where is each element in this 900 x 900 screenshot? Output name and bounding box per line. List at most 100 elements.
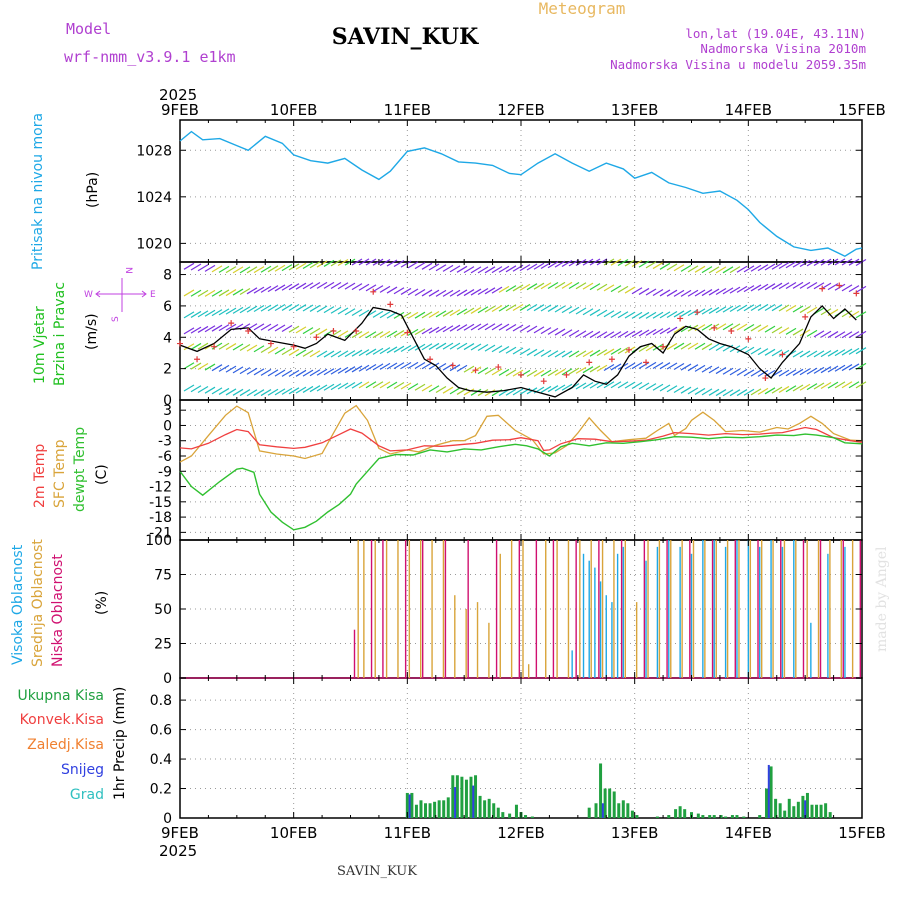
wind-barb (652, 383, 664, 391)
axes: 9FEB 9FEB 10FEB 10FEB 11FEB 11FEB 12FEB 12FEB 13… (136, 101, 885, 842)
wind-barb (302, 304, 314, 312)
gust-marker (660, 343, 667, 350)
wind-barb (715, 367, 727, 375)
wind-barb (764, 283, 776, 291)
wind-barb (253, 266, 265, 274)
wind-barb (204, 325, 216, 333)
wind-barb (351, 308, 363, 316)
wind-barb (421, 384, 433, 392)
compass-n: N (123, 267, 133, 274)
wind-barb (484, 389, 496, 397)
wind-barb (729, 389, 741, 397)
wind-barb (519, 283, 531, 291)
wind-barb (806, 329, 818, 337)
precip-bar (708, 815, 712, 818)
wind-barb (645, 261, 657, 269)
gust-marker (194, 356, 201, 363)
wind-barb (365, 331, 377, 339)
wind-barb (827, 283, 839, 291)
wind-barb (736, 304, 748, 312)
wind-barb (260, 368, 272, 376)
wind-barb (379, 311, 391, 319)
wind-barb (225, 365, 237, 373)
wind-barb (218, 308, 230, 316)
wind-barb (239, 389, 251, 397)
wind-barb (743, 323, 755, 331)
gust-marker (472, 367, 479, 374)
wind-barb (617, 381, 629, 389)
x-tick-label-top: 13FEB (611, 101, 658, 119)
wind-barb (323, 281, 335, 289)
wind-barb (855, 285, 867, 293)
wind-barb (302, 327, 314, 335)
x-tick-label-bottom: 9FEB (161, 824, 199, 842)
wind-barb (309, 282, 321, 290)
x-tick-label-bottom: 13FEB (611, 824, 658, 842)
precip-bar (524, 815, 528, 818)
wind-barb (540, 369, 552, 377)
wind-barb (288, 283, 300, 291)
wind-barb (351, 349, 363, 357)
wind-barb (190, 326, 202, 334)
wind-barb (785, 282, 797, 290)
wind-barb (813, 330, 825, 338)
wind-barb (498, 304, 510, 312)
wind-barb (351, 283, 363, 291)
wind-barb (554, 328, 566, 336)
wind-barb (379, 347, 391, 355)
wind-barb (449, 309, 461, 317)
y-tick-label: -3 (158, 434, 172, 450)
x-tick-label-top: 9FEB (161, 101, 199, 119)
gust-marker (836, 282, 843, 289)
gust-marker (643, 359, 650, 366)
wind-barb (372, 310, 384, 318)
wind-barb (575, 366, 587, 374)
wind-barb (477, 389, 489, 397)
wind-barb (351, 381, 363, 389)
wind-barb (827, 331, 839, 339)
wind-barb (190, 342, 202, 350)
wind-barb (232, 366, 244, 374)
gust-marker (387, 301, 394, 308)
wind-barb (764, 369, 776, 377)
wind-barb (337, 307, 349, 315)
x-tick-label-top: 10FEB (270, 101, 317, 119)
wind-barb (631, 382, 643, 390)
pressure-unit: (hPa) (85, 172, 101, 208)
wind-barb (701, 388, 713, 396)
wind-barb (232, 343, 244, 351)
wind-barb (351, 365, 363, 373)
wind-barb (463, 307, 475, 315)
wind-barb (841, 284, 853, 292)
wind-barb (379, 259, 391, 267)
wind-barb (778, 304, 790, 312)
wind-barb (806, 350, 818, 358)
wind-barb (799, 329, 811, 337)
precip-legend: Ukupna Kisa Konvek.Kisa Zaledj.Kisa Snij… (17, 687, 128, 803)
wind-barb (610, 331, 622, 339)
wind-barb (757, 369, 769, 377)
wind-barb (841, 258, 853, 266)
wind-barb (253, 345, 265, 353)
gust-marker (177, 340, 183, 347)
wind-barb (190, 362, 202, 370)
wind-barb (267, 304, 279, 312)
wind-barb (295, 349, 307, 357)
precip-bar (742, 816, 746, 818)
wind-barb (743, 346, 755, 354)
wind-barb (687, 289, 699, 297)
wind-barb (309, 369, 321, 377)
wind-barb (785, 261, 797, 269)
temp-2m-line (179, 426, 863, 452)
pressure-line (179, 130, 863, 257)
wind-barb (477, 367, 489, 375)
precip-bar (455, 775, 459, 818)
wind-barb (232, 288, 244, 296)
wind-barb (498, 368, 510, 376)
y-tick-label: 100 (145, 533, 172, 549)
precip-bar (410, 792, 414, 818)
wind-barb (855, 347, 867, 355)
wind-barb (428, 310, 440, 318)
wind-barb (764, 325, 776, 333)
gust-marker (711, 324, 718, 331)
